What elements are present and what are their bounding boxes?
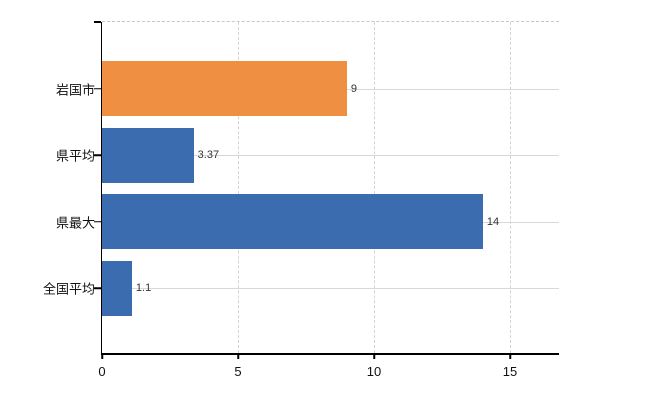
x-gridline xyxy=(238,22,239,353)
y-axis-tick-icon xyxy=(94,87,101,90)
y-axis-line xyxy=(100,22,102,355)
bar xyxy=(102,260,132,316)
plot-top-border xyxy=(102,21,559,22)
x-gridline xyxy=(510,22,512,353)
y-axis-top-tick-icon xyxy=(94,21,101,23)
x-axis-tick-icon xyxy=(237,353,239,359)
y-gridline xyxy=(102,288,559,290)
bar-value-label: 14 xyxy=(486,215,500,228)
y-axis-tick-icon xyxy=(94,287,101,290)
bar-value-label: 1.1 xyxy=(135,282,152,295)
x-tick-label: 10 xyxy=(366,364,382,379)
bar xyxy=(102,194,483,250)
category-label: 全国平均 xyxy=(42,281,95,297)
x-tick-label: 5 xyxy=(234,364,242,379)
x-tick-label: 15 xyxy=(502,364,518,379)
x-axis-tick-icon xyxy=(101,353,103,359)
y-gridline xyxy=(102,155,559,157)
x-gridline xyxy=(374,22,376,353)
y-axis-tick-icon xyxy=(94,220,101,223)
category-label: 岩国市 xyxy=(55,82,95,97)
bar xyxy=(102,127,194,183)
x-axis-tick-icon xyxy=(509,353,511,359)
bar-value-label: 3.37 xyxy=(197,149,220,162)
x-axis-line xyxy=(100,353,559,355)
category-label: 県平均 xyxy=(55,148,95,164)
y-axis-tick-icon xyxy=(94,154,101,156)
x-tick-label: 0 xyxy=(98,364,106,379)
x-axis-tick-icon xyxy=(373,353,375,359)
plot-area: 0 5 10 15 岩国市 9 県平均 3.37 県最大 14 全国平均 1.1 xyxy=(43,21,559,379)
bar xyxy=(102,61,347,116)
category-label: 県最大 xyxy=(55,215,95,231)
bar-value-label: 9 xyxy=(350,82,357,95)
